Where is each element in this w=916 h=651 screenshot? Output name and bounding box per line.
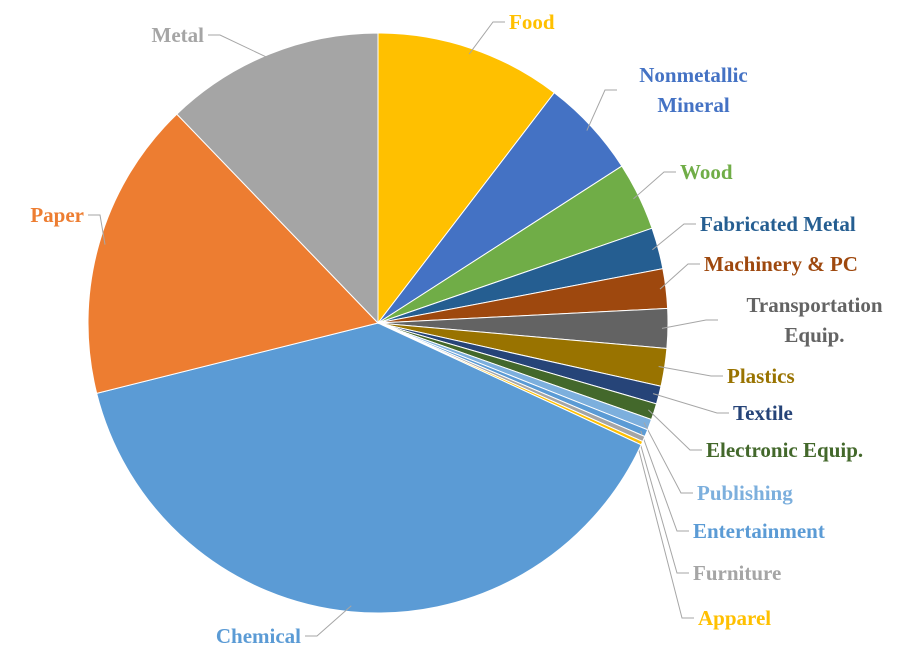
slice-label: Wood bbox=[680, 160, 733, 184]
leader-line bbox=[648, 409, 702, 451]
slice-label: Food bbox=[509, 10, 555, 34]
leader-line bbox=[643, 422, 693, 494]
slice-label: Entertainment bbox=[693, 519, 825, 543]
slice-label: Fabricated Metal bbox=[700, 212, 856, 236]
pie-slice bbox=[377, 32, 556, 325]
slice-label: Metal bbox=[151, 23, 204, 47]
leader-line bbox=[658, 366, 723, 377]
slice-label: Publishing bbox=[697, 481, 793, 505]
leader-line bbox=[586, 89, 617, 131]
leader-line bbox=[661, 319, 718, 329]
leader-line bbox=[640, 430, 689, 532]
slice-label: Machinery & PC bbox=[704, 252, 858, 276]
slice-label: Textile bbox=[733, 401, 793, 425]
leader-line bbox=[652, 223, 696, 251]
slice-label: Transportation Equip. bbox=[746, 293, 883, 347]
pie-slice bbox=[96, 322, 642, 614]
leader-line bbox=[635, 440, 694, 619]
slice-label: Plastics bbox=[727, 364, 795, 388]
slice-label: Nonmetallic Mineral bbox=[639, 63, 748, 117]
slice-label: Paper bbox=[30, 203, 84, 227]
slice-label: Apparel bbox=[698, 606, 772, 630]
pie-slice bbox=[87, 113, 379, 394]
leader-line bbox=[637, 436, 689, 574]
leader-line bbox=[659, 263, 700, 290]
leader-line bbox=[633, 171, 676, 200]
slice-label: Electronic Equip. bbox=[706, 438, 864, 462]
slice-label: Furniture bbox=[693, 561, 782, 585]
slice-label: Chemical bbox=[215, 624, 301, 648]
leader-line bbox=[208, 34, 273, 61]
leader-line bbox=[305, 605, 352, 637]
pie-slice bbox=[176, 32, 379, 325]
leader-line bbox=[652, 393, 729, 414]
leader-line bbox=[468, 21, 505, 55]
leader-line bbox=[88, 214, 106, 245]
